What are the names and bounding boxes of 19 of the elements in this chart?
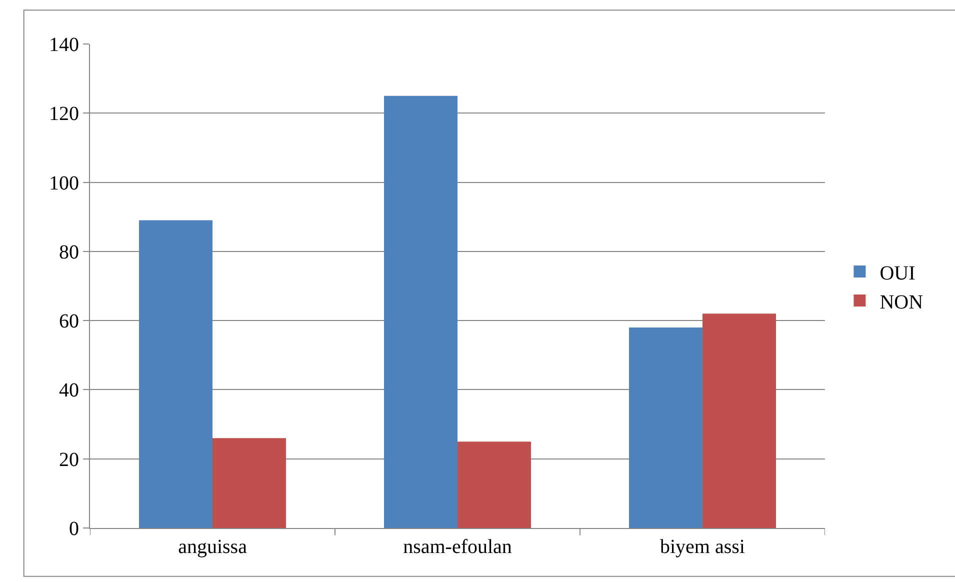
legend-label: NON [880,291,924,314]
y-tick-label: 0 [69,518,79,540]
bar [212,438,286,528]
bar [629,327,702,528]
bar [139,220,212,528]
y-tick-label: 60 [59,310,79,333]
legend-label: OUI [880,262,916,284]
y-tick-label: 140 [49,34,79,56]
x-tick-label: biyem assi [660,536,746,558]
x-tick-label: anguissa [178,536,248,558]
bar [458,442,531,528]
bar [702,314,776,528]
y-tick-label: 100 [49,172,79,194]
y-tick-label: 40 [59,380,79,402]
x-tick-label: nsam-efoulan [403,536,512,558]
y-tick-label: 120 [49,103,79,126]
y-tick-label: 20 [59,448,79,471]
bar [384,96,458,528]
y-tick-label: 80 [59,241,79,264]
